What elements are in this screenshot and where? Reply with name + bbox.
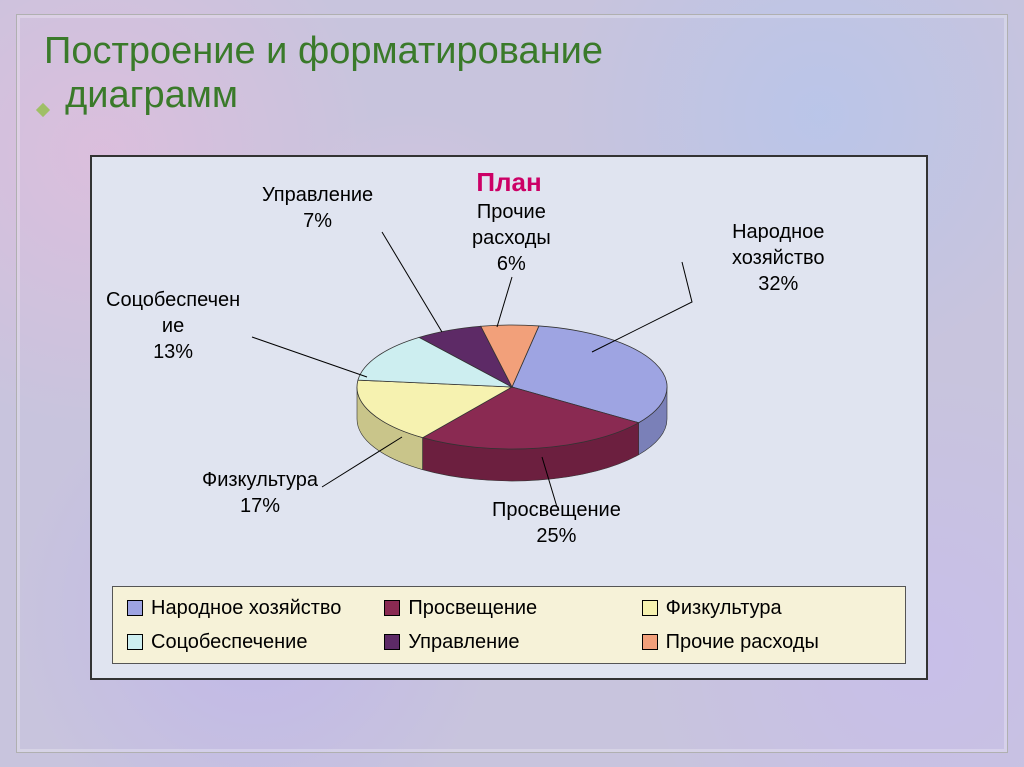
legend-swatch xyxy=(384,634,400,650)
leader-line xyxy=(252,337,367,377)
pie-data-label: Прочие расходы 6% xyxy=(472,199,551,277)
legend-item: Соцобеспечение xyxy=(127,627,376,657)
legend-label: Просвещение xyxy=(408,597,537,620)
legend-item: Просвещение xyxy=(384,593,633,623)
slide: Построение и форматирование диаграмм Пла… xyxy=(0,0,1024,767)
pie-data-label: Народное хозяйство 32% xyxy=(732,219,825,297)
legend-item: Управление xyxy=(384,627,633,657)
leader-line xyxy=(322,437,402,487)
leader-line xyxy=(382,232,442,332)
legend-item: Физкультура xyxy=(642,593,891,623)
pie-data-label: Соцобеспечен ие 13% xyxy=(106,287,240,365)
legend-swatch xyxy=(384,600,400,616)
legend-swatch xyxy=(642,634,658,650)
legend-item: Прочие расходы xyxy=(642,627,891,657)
legend-swatch xyxy=(127,634,143,650)
chart-legend: Народное хозяйство Просвещение Физкультура… xyxy=(112,586,906,664)
legend-swatch xyxy=(642,600,658,616)
title-line-1: Построение и форматирование xyxy=(44,30,603,72)
title-line-2: диаграмм xyxy=(65,74,238,116)
legend-item: Народное хозяйство xyxy=(127,593,376,623)
legend-swatch xyxy=(127,600,143,616)
legend-label: Физкультура xyxy=(666,597,782,620)
legend-label: Прочие расходы xyxy=(666,631,819,654)
legend-label: Народное хозяйство xyxy=(151,597,341,620)
pie-data-label: Физкультура 17% xyxy=(202,467,318,519)
leader-line xyxy=(497,277,512,327)
pie-data-label: Просвещение 25% xyxy=(492,497,621,549)
pie-chart-panel: План Народное хозяйство 32%Просвещение 2… xyxy=(90,155,928,680)
legend-label: Управление xyxy=(408,631,519,654)
slide-title: Построение и форматирование диаграмм xyxy=(44,30,603,117)
pie-data-label: Управление 7% xyxy=(262,182,373,234)
legend-label: Соцобеспечение xyxy=(151,631,307,654)
